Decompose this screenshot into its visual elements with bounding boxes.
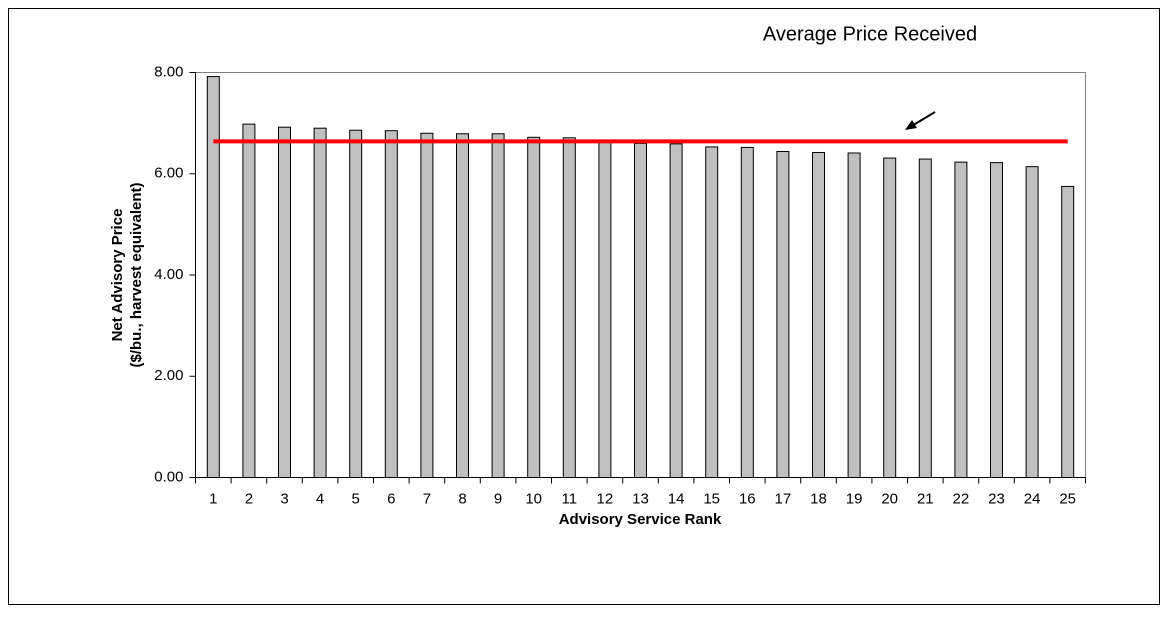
- x-tick-label: 23: [988, 490, 1005, 507]
- bar: [740, 146, 754, 479]
- x-tick-label: 11: [562, 490, 578, 507]
- x-tick-label: 22: [953, 490, 970, 507]
- x-tick-label: 5: [352, 490, 360, 507]
- bar: [278, 126, 291, 479]
- y-tick-label: 0.00: [154, 468, 183, 485]
- bar: [527, 136, 541, 479]
- x-tick-label: 13: [632, 490, 649, 507]
- y-axis-label: ($/bu., harvest equivalent): [128, 182, 145, 367]
- x-tick-label: 8: [458, 490, 466, 507]
- bar: [598, 140, 612, 478]
- bar: [313, 127, 327, 478]
- y-tick-label: 4.00: [154, 266, 183, 283]
- y-tick-label: 2.00: [154, 367, 183, 384]
- bar: [491, 133, 505, 478]
- bar: [384, 130, 398, 478]
- bar: [990, 162, 1003, 479]
- y-tick-label: 8.00: [154, 63, 183, 80]
- x-tick-label: 18: [810, 490, 827, 507]
- x-tick-label: 3: [280, 490, 288, 507]
- x-tick-label: 16: [739, 490, 756, 507]
- x-tick-label: 17: [775, 490, 792, 507]
- annotation: Average Price Received: [763, 23, 977, 45]
- bar: [776, 150, 790, 478]
- bar: [206, 76, 220, 479]
- x-tick-label: 1: [209, 490, 217, 507]
- bar: [349, 129, 363, 478]
- bar: [954, 161, 968, 478]
- x-tick-label: 6: [387, 490, 395, 507]
- x-tick-label: 24: [1024, 490, 1041, 507]
- x-tick-label: 21: [917, 490, 934, 507]
- x-tick-label: 25: [1059, 490, 1076, 507]
- bar: [812, 151, 825, 479]
- x-axis-label: Advisory Service Rank: [559, 511, 722, 528]
- bar: [1025, 166, 1039, 478]
- bar: [1061, 185, 1075, 478]
- bar: [420, 132, 434, 478]
- bar: [456, 133, 469, 478]
- x-tick-label: 14: [668, 490, 685, 507]
- bar: [634, 142, 647, 478]
- bar: [847, 152, 861, 478]
- arrow-head: [905, 120, 917, 130]
- x-tick-label: 4: [316, 490, 324, 507]
- x-tick-label: 9: [494, 490, 502, 507]
- y-axis-label: Net Advisory Price: [109, 209, 126, 342]
- x-tick-label: 10: [525, 490, 542, 507]
- x-tick-label: 7: [423, 490, 431, 507]
- x-tick-label: 15: [703, 490, 720, 507]
- x-tick-label: 2: [245, 490, 253, 507]
- bar: [669, 143, 683, 478]
- x-tick-label: 12: [597, 490, 614, 507]
- bar: [918, 158, 932, 478]
- bar: [242, 123, 256, 478]
- x-tick-label: 20: [881, 490, 898, 507]
- y-tick-label: 6.00: [154, 165, 183, 182]
- x-tick-label: 19: [846, 490, 863, 507]
- bar: [562, 137, 576, 478]
- bar: [883, 157, 897, 478]
- bar: [705, 146, 719, 478]
